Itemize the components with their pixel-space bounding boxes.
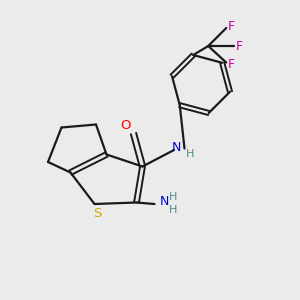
Text: H: H: [169, 205, 178, 215]
Text: H: H: [185, 148, 194, 159]
Text: N: N: [160, 195, 169, 208]
Text: O: O: [120, 118, 130, 132]
Text: F: F: [236, 40, 243, 52]
Text: S: S: [93, 207, 102, 220]
Text: N: N: [172, 141, 181, 154]
Text: F: F: [228, 20, 235, 33]
Text: H: H: [169, 191, 178, 202]
Text: F: F: [228, 58, 235, 70]
